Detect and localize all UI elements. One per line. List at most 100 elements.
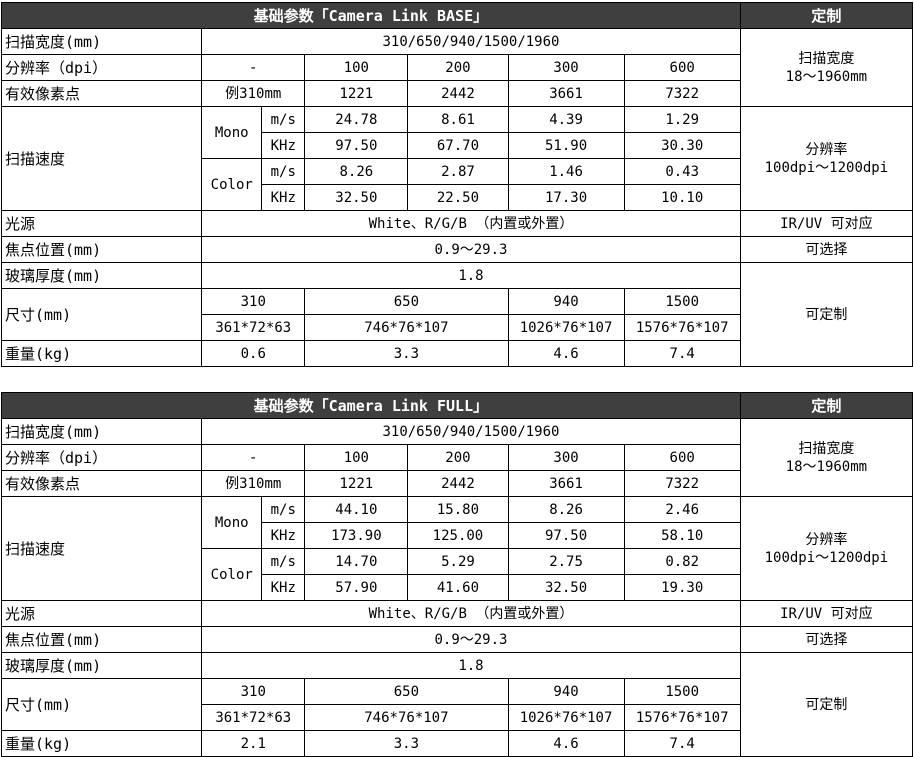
- value: 1026*76*107: [507, 314, 625, 341]
- custom-header: 定制: [739, 2, 914, 29]
- value: 1576*76*107: [623, 314, 741, 341]
- value: 2.75: [507, 548, 625, 575]
- custom-cell: 分辨率 100dpi～1200dpi: [739, 496, 914, 601]
- table-row: 基础参数「Camera Link FULL」 定制: [1, 392, 914, 419]
- unit-label: m/s: [261, 106, 306, 133]
- value: 1.8: [201, 262, 741, 289]
- table-row: 焦点位置(mm) 0.9～29.3 可选择: [0, 626, 914, 653]
- table-row: 扫描速度 Mono m/s 44.10 15.80 8.26 2.46 分辨率 100dpi～…: [0, 496, 914, 601]
- value: 例310mm: [201, 470, 306, 497]
- value: White、R/G/B （内置或外置）: [201, 210, 741, 237]
- value: 200: [407, 54, 509, 81]
- value: 1576*76*107: [623, 704, 741, 731]
- value: 1221: [304, 470, 409, 497]
- value: 2.87: [407, 158, 509, 185]
- table-row: 重量(kg) 0.6 3.3 4.6 7.4: [0, 340, 913, 367]
- row-label: 焦点位置(mm): [0, 236, 203, 263]
- table-row: Color m/s 14.70 5.29 2.75 0.82: [2, 548, 913, 601]
- value: 3.3: [304, 730, 509, 757]
- spec-table-full: 基础参数「Camera Link FULL」 定制 扫描宽度(mm) 310/650/…: [0, 392, 914, 757]
- custom-cell: 可定制: [739, 262, 914, 367]
- value: 41.60: [407, 574, 509, 601]
- table-row: 扫描宽度(mm) 310/650/940/1500/1960 扫描宽度 18～196…: [0, 28, 914, 107]
- table-row: 有效像素点 例310mm 1221 2442 3661 7322: [0, 470, 913, 497]
- value: 1026*76*107: [507, 704, 625, 731]
- value: 67.70: [407, 132, 509, 159]
- table-row: 361*72*63 746*76*107 1026*76*107 1576*76*10…: [2, 704, 913, 731]
- value: 1.46: [507, 158, 625, 185]
- value: 200: [407, 444, 509, 471]
- row-label: 有效像素点: [0, 80, 203, 107]
- custom-cell: 可选择: [739, 626, 914, 653]
- row-label: 扫描宽度(mm): [0, 28, 203, 55]
- table-title: 基础参数「Camera Link BASE」: [1, 2, 741, 29]
- mode-label: Mono: [201, 106, 263, 159]
- table-title: 基础参数「Camera Link FULL」: [1, 392, 741, 419]
- value: 7.4: [623, 730, 741, 757]
- value: 650: [304, 678, 509, 705]
- row-label: 重量(kg): [0, 340, 203, 367]
- row-label: 扫描速度: [0, 106, 203, 211]
- value: 650: [304, 288, 509, 315]
- value: 14.70: [304, 548, 409, 575]
- value: 361*72*63: [201, 314, 306, 341]
- custom-header: 定制: [739, 392, 914, 419]
- table-row: 玻璃厚度(mm) 1.8 可定制: [0, 262, 914, 367]
- value: 310: [201, 288, 306, 315]
- value: 10.10: [623, 184, 741, 211]
- value: 2.46: [623, 496, 741, 523]
- value: 300: [507, 54, 625, 81]
- table-row: 尺寸(mm) 310 650 940 1500: [0, 288, 913, 341]
- table-row: KHz 57.90 41.60 32.50 19.30: [2, 574, 913, 601]
- value: 8.26: [507, 496, 625, 523]
- value: 600: [623, 54, 741, 81]
- mode-label: Color: [201, 548, 263, 601]
- value: 58.10: [623, 522, 741, 549]
- row-label: 玻璃厚度(mm): [0, 652, 203, 679]
- row-label: 光源: [0, 600, 203, 627]
- custom-cell: IR/UV 可对应: [739, 600, 914, 627]
- value: 125.00: [407, 522, 509, 549]
- value: 100: [304, 444, 409, 471]
- unit-label: KHz: [261, 574, 306, 601]
- value: 746*76*107: [304, 314, 509, 341]
- unit-label: m/s: [261, 158, 306, 185]
- table-row: 尺寸(mm) 310 650 940 1500: [0, 678, 913, 731]
- value: 57.90: [304, 574, 409, 601]
- value: 300: [507, 444, 625, 471]
- unit-label: m/s: [261, 496, 306, 523]
- value: 19.30: [623, 574, 741, 601]
- row-label: 焦点位置(mm): [0, 626, 203, 653]
- value: 0.6: [201, 340, 306, 367]
- table-row: 焦点位置(mm) 0.9～29.3 可选择: [0, 236, 914, 263]
- value: 4.6: [507, 340, 625, 367]
- unit-label: KHz: [261, 522, 306, 549]
- mode-label: Mono: [201, 496, 263, 549]
- value: 7.4: [623, 340, 741, 367]
- value: 1500: [623, 288, 741, 315]
- custom-cell: 可定制: [739, 652, 914, 757]
- table-row: 扫描速度 Mono m/s 24.78 8.61 4.39 1.29 分辨率 100dpi～1…: [0, 106, 914, 211]
- table-row: 基础参数「Camera Link BASE」 定制: [1, 2, 914, 29]
- unit-label: m/s: [261, 548, 306, 575]
- row-label: 扫描速度: [0, 496, 203, 601]
- value: 746*76*107: [304, 704, 509, 731]
- value: 97.50: [304, 132, 409, 159]
- value: 51.90: [507, 132, 625, 159]
- value: 4.6: [507, 730, 625, 757]
- row-label: 光源: [0, 210, 203, 237]
- value: 7322: [623, 80, 741, 107]
- value: 8.61: [407, 106, 509, 133]
- value: White、R/G/B （内置或外置）: [201, 600, 741, 627]
- table-row: 光源 White、R/G/B （内置或外置） IR/UV 可对应: [0, 600, 914, 627]
- value: 310/650/940/1500/1960: [201, 418, 741, 445]
- value: 940: [507, 288, 625, 315]
- mode-label: Color: [201, 158, 263, 211]
- table-row: 分辨率（dpi） -100 200 300 600: [0, 54, 913, 81]
- row-label: 有效像素点: [0, 470, 203, 497]
- value: 3661: [507, 470, 625, 497]
- value: 30.30: [623, 132, 741, 159]
- value: -: [201, 54, 306, 81]
- value: 2.1: [201, 730, 306, 757]
- value: 22.50: [407, 184, 509, 211]
